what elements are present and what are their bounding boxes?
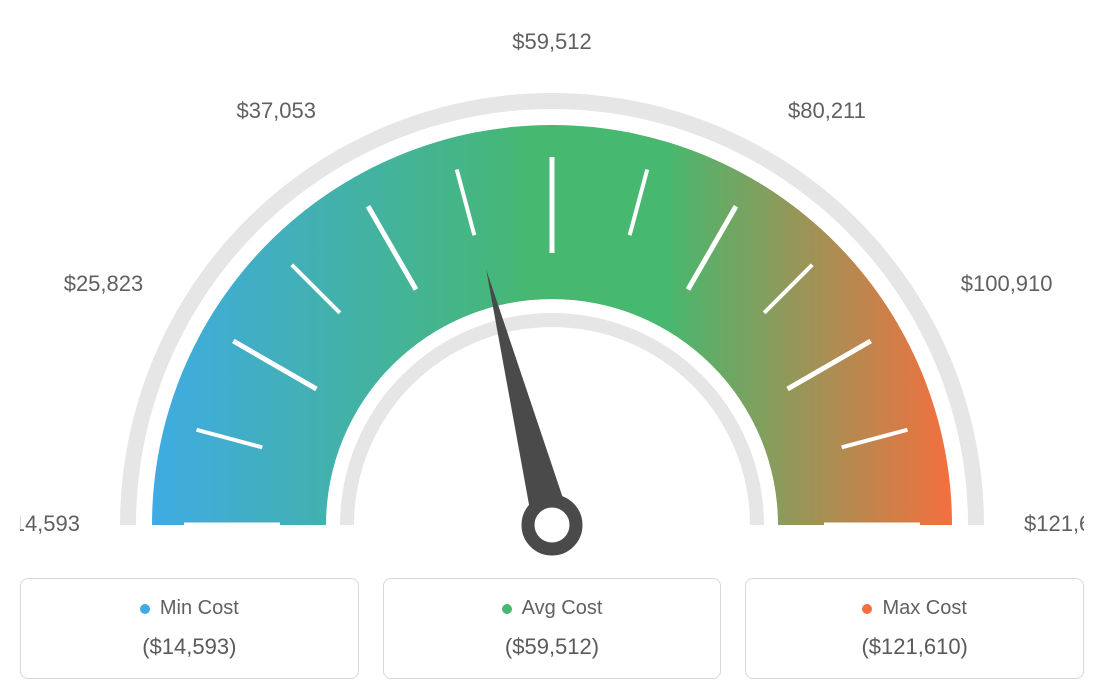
avg-cost-card: Avg Cost ($59,512) xyxy=(383,578,722,679)
svg-text:$121,610: $121,610 xyxy=(1024,511,1084,536)
svg-text:$59,512: $59,512 xyxy=(512,29,592,54)
card-title: Max Cost xyxy=(882,597,966,620)
svg-text:$100,910: $100,910 xyxy=(961,271,1053,296)
card-value: ($59,512) xyxy=(394,634,711,660)
min-cost-card: Min Cost ($14,593) xyxy=(20,578,359,679)
summary-cards: Min Cost ($14,593) Avg Cost ($59,512) Ma… xyxy=(20,578,1084,679)
max-cost-card: Max Cost ($121,610) xyxy=(745,578,1084,679)
card-title: Avg Cost xyxy=(522,597,603,620)
gauge-chart: $14,593 $25,823 $37,053 $59,512 $80,211 $100,… xyxy=(20,20,1084,560)
dot-icon xyxy=(140,604,150,614)
card-value: ($14,593) xyxy=(31,634,348,660)
dot-icon xyxy=(502,604,512,614)
dot-icon xyxy=(862,604,872,614)
svg-text:$37,053: $37,053 xyxy=(236,98,316,123)
card-title: Min Cost xyxy=(160,597,239,620)
svg-text:$14,593: $14,593 xyxy=(20,511,80,536)
card-value: ($121,610) xyxy=(756,634,1073,660)
svg-text:$25,823: $25,823 xyxy=(64,271,144,296)
svg-text:$80,211: $80,211 xyxy=(788,98,866,123)
